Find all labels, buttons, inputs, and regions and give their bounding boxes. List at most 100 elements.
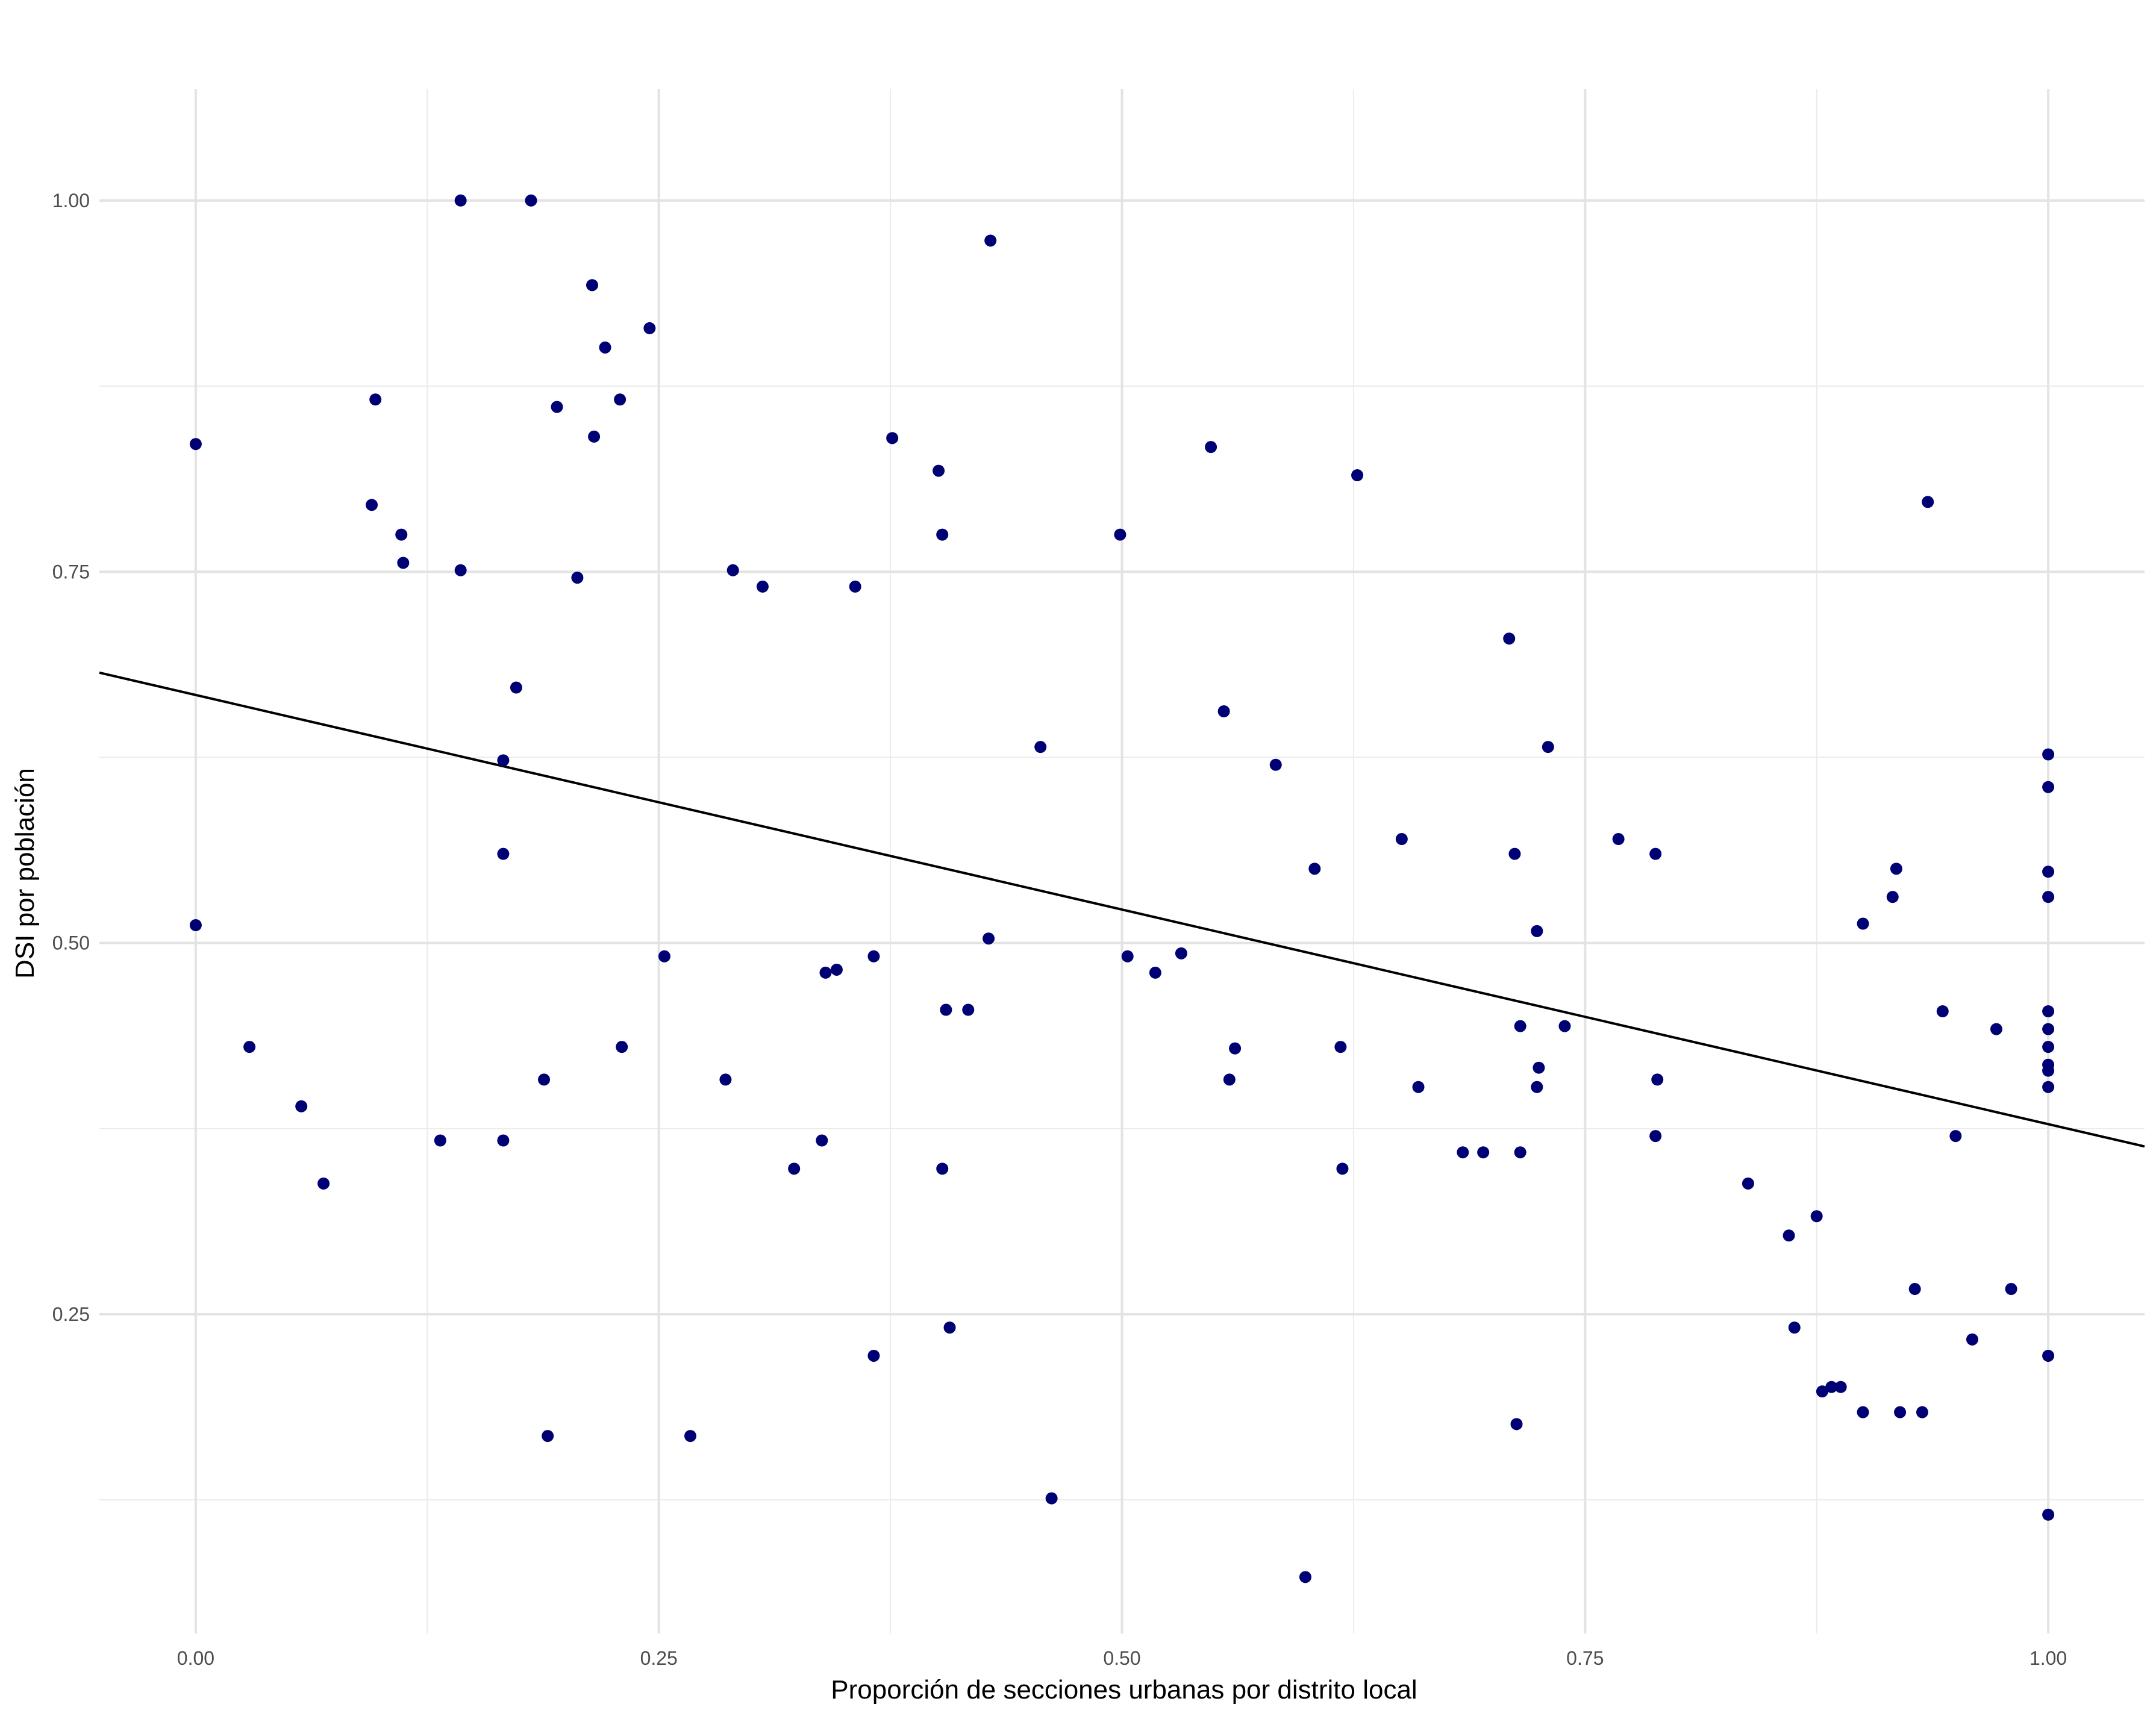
data-point bbox=[1175, 947, 1187, 959]
data-point bbox=[1857, 917, 1869, 930]
data-point bbox=[189, 919, 202, 932]
data-point bbox=[542, 1430, 554, 1443]
data-point bbox=[936, 1162, 949, 1175]
data-point bbox=[243, 1041, 256, 1053]
data-point bbox=[1351, 469, 1364, 481]
data-point bbox=[1816, 1385, 1828, 1398]
data-point bbox=[940, 1003, 952, 1016]
data-point bbox=[586, 279, 598, 292]
data-point bbox=[1205, 441, 1217, 454]
data-point bbox=[1990, 1023, 2002, 1035]
data-point bbox=[497, 1134, 510, 1147]
data-point bbox=[189, 438, 202, 451]
data-point bbox=[454, 564, 467, 576]
data-point bbox=[1558, 1020, 1571, 1032]
data-point bbox=[395, 528, 408, 541]
data-point bbox=[1966, 1333, 1979, 1346]
data-point bbox=[2042, 1349, 2055, 1362]
major-gridlines bbox=[99, 89, 2145, 1633]
data-point bbox=[1936, 1005, 1949, 1018]
data-point bbox=[1269, 758, 1282, 771]
x-axis-label: Proporción de secciones urbanas por dist… bbox=[831, 1675, 1417, 1705]
trend-line-group bbox=[99, 671, 2145, 1148]
y-axis-label: DSI por población bbox=[10, 768, 40, 979]
y-axis-ticks: 0.25 0.50 0.75 1.00 bbox=[52, 190, 90, 1325]
data-point bbox=[317, 1177, 330, 1190]
data-point bbox=[366, 499, 378, 511]
data-point bbox=[1825, 1381, 1838, 1393]
x-tick-label: 0.75 bbox=[1566, 1647, 1604, 1669]
data-point bbox=[1742, 1177, 1754, 1190]
data-point bbox=[1114, 528, 1126, 541]
data-point bbox=[719, 1073, 732, 1086]
data-point bbox=[643, 322, 656, 334]
data-point bbox=[1229, 1042, 1242, 1055]
data-point bbox=[1457, 1146, 1469, 1159]
data-point bbox=[497, 847, 510, 860]
data-point bbox=[1395, 833, 1408, 846]
x-tick-label: 0.50 bbox=[1103, 1647, 1140, 1669]
data-point bbox=[1514, 1146, 1526, 1159]
data-point bbox=[658, 950, 670, 962]
data-point bbox=[2005, 1283, 2017, 1296]
data-point bbox=[1783, 1229, 1795, 1242]
y-tick-label: 0.25 bbox=[52, 1303, 90, 1325]
data-point bbox=[497, 754, 510, 767]
data-point bbox=[983, 932, 995, 945]
data-point bbox=[1810, 1210, 1823, 1223]
data-point bbox=[1949, 1130, 1962, 1143]
data-point bbox=[1886, 891, 1899, 903]
data-point bbox=[1510, 1418, 1523, 1430]
data-point bbox=[2042, 1064, 2055, 1077]
data-point bbox=[454, 194, 467, 207]
data-point bbox=[1514, 1020, 1526, 1032]
data-point bbox=[599, 341, 611, 354]
data-point bbox=[571, 572, 584, 584]
data-point bbox=[2042, 1081, 2055, 1093]
data-point bbox=[849, 580, 861, 593]
y-tick-label: 0.75 bbox=[52, 561, 90, 582]
data-point bbox=[2042, 1508, 2055, 1521]
data-point bbox=[1034, 741, 1047, 753]
data-point bbox=[1649, 1130, 1662, 1143]
data-point bbox=[1788, 1321, 1801, 1334]
data-point bbox=[369, 393, 382, 406]
data-point bbox=[1531, 1081, 1543, 1093]
data-point bbox=[616, 1041, 628, 1053]
data-point bbox=[1412, 1081, 1425, 1093]
y-tick-label: 1.00 bbox=[52, 190, 90, 211]
data-point bbox=[1531, 925, 1543, 937]
y-tick-label: 0.50 bbox=[52, 932, 90, 954]
data-point bbox=[525, 194, 537, 207]
data-point bbox=[1503, 632, 1516, 645]
data-point bbox=[2042, 748, 2055, 761]
data-point bbox=[1922, 496, 1934, 508]
data-point bbox=[830, 963, 843, 976]
data-point bbox=[2042, 891, 2055, 903]
data-point bbox=[1533, 1061, 1545, 1074]
data-point bbox=[2042, 1023, 2055, 1035]
data-point bbox=[756, 580, 769, 593]
data-point bbox=[1149, 966, 1161, 979]
data-point bbox=[816, 1134, 828, 1147]
data-point bbox=[2042, 1005, 2055, 1018]
data-point bbox=[434, 1134, 446, 1147]
x-tick-label: 1.00 bbox=[2029, 1647, 2067, 1669]
data-point bbox=[1916, 1406, 1928, 1418]
x-tick-label: 0.00 bbox=[177, 1647, 214, 1669]
data-point bbox=[1334, 1041, 1347, 1053]
data-point bbox=[867, 1349, 880, 1362]
data-point bbox=[295, 1100, 308, 1112]
data-point bbox=[1308, 863, 1321, 875]
data-point bbox=[943, 1321, 956, 1334]
data-point bbox=[684, 1430, 696, 1443]
data-point bbox=[1649, 847, 1662, 860]
trend-line bbox=[99, 671, 2145, 1148]
data-point bbox=[886, 432, 899, 445]
data-point bbox=[510, 681, 522, 694]
data-point bbox=[1477, 1146, 1490, 1159]
data-point bbox=[936, 528, 949, 541]
data-point bbox=[588, 430, 601, 443]
data-point bbox=[1908, 1283, 1921, 1296]
